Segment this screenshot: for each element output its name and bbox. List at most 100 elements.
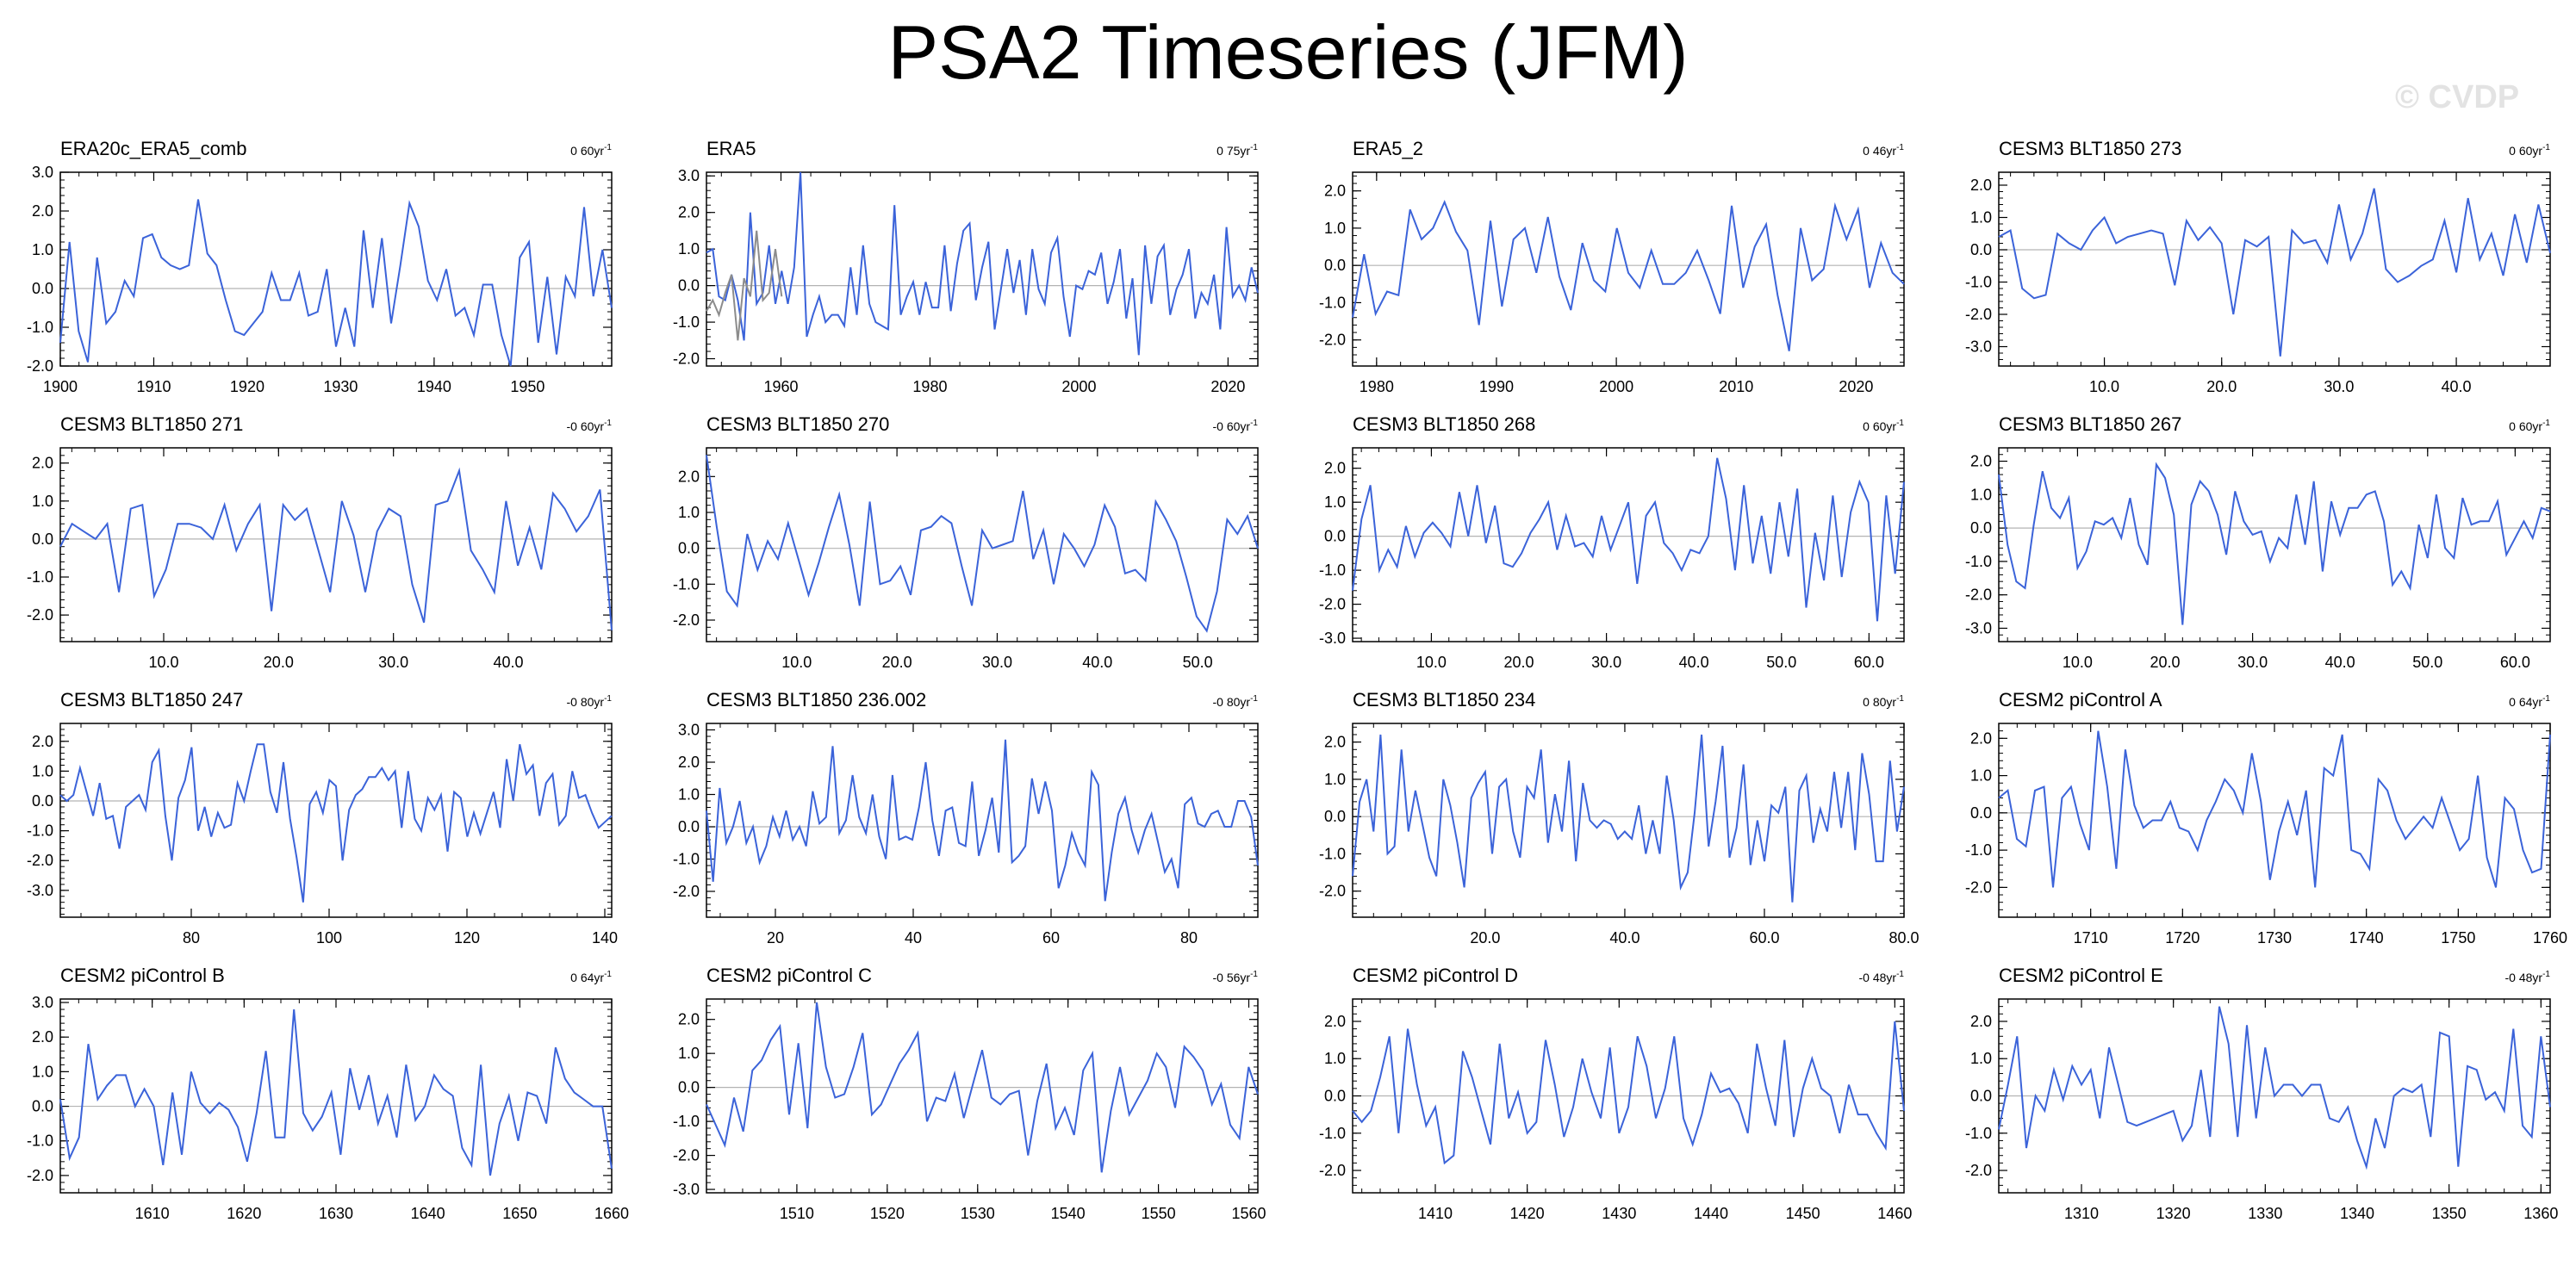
series-line: [59, 1009, 613, 1176]
chart-trend-label: 0 64yr-1: [570, 970, 612, 984]
y-tick-label: -2.0: [1965, 1162, 1992, 1179]
y-tick-label: 2.0: [678, 1011, 700, 1028]
chart-panel: CESM3 BLT1850 234 0 80yr-1 -2.0 -1.0 0.0 1.0 2…: [1319, 689, 1920, 946]
y-tick-label: -2.0: [1319, 1162, 1346, 1179]
chart-trend-label: 0 60yr-1: [2509, 143, 2550, 158]
x-tick-label: 1630: [319, 1205, 353, 1222]
y-tick-label: 2.0: [678, 754, 700, 771]
chart-trend-superscript: -1: [2542, 694, 2550, 704]
y-tick-label: -1.0: [1319, 1125, 1346, 1142]
y-tick-label: 1.0: [678, 786, 700, 804]
series-line: [706, 1002, 1259, 1173]
chart-panel: ERA5_2 0 46yr-1 -2.0 -1.0 0.0 1.0 2.0 1980 1990 2…: [1319, 138, 1905, 395]
plot-frame: [706, 998, 1259, 1194]
chart-title: ERA5: [706, 138, 756, 159]
cvdp-watermark: © CVDP: [2395, 79, 2520, 115]
y-tick-label: 1.0: [1324, 771, 1346, 788]
x-tick-label: 40.0: [493, 654, 523, 671]
series-line: [59, 199, 613, 367]
chart-trend-superscript: -1: [1896, 143, 1904, 152]
x-tick-label: 30.0: [2237, 654, 2268, 671]
y-tick-label: 0.0: [1324, 528, 1346, 545]
x-tick-label: 20.0: [1470, 929, 1500, 946]
x-tick-label: 80.0: [1888, 929, 1919, 946]
x-tick-label: 40.0: [1679, 654, 1709, 671]
x-tick-label: 1450: [1786, 1205, 1820, 1222]
y-tick-label: 2.0: [678, 204, 700, 221]
y-tick-label: 2.0: [32, 455, 53, 472]
x-tick-label: 1360: [2523, 1205, 2558, 1222]
x-tick-label: 1510: [780, 1205, 814, 1222]
x-tick-label: 1550: [1142, 1205, 1176, 1222]
x-tick-label: 1560: [1231, 1205, 1266, 1222]
y-tick-label: -2.0: [673, 351, 700, 368]
chart-panel: CESM3 BLT1850 273 0 60yr-1 -3.0 -2.0 -1.0 0.0…: [1965, 138, 2551, 395]
chart-title: CESM3 BLT1850 247: [60, 689, 243, 711]
x-tick-label: 50.0: [1766, 654, 1796, 671]
chart-panel: CESM3 BLT1850 267 0 60yr-1 -3.0 -2.0 -1.0 0.0…: [1965, 413, 2551, 671]
chart-trend-label: 0 60yr-1: [1863, 419, 1904, 433]
y-tick-label: 1.0: [1324, 493, 1346, 511]
series-line: [1998, 188, 2551, 357]
y-tick-label: 0.0: [32, 531, 53, 548]
chart-trend-label: -0 48yr-1: [1859, 970, 1905, 984]
x-tick-label: 1740: [2349, 929, 2384, 946]
y-tick-label: 2.0: [32, 1028, 53, 1046]
x-tick-label: 1460: [1877, 1205, 1912, 1222]
y-tick-label: 0.0: [1970, 1088, 1992, 1105]
chart-trend-label: 0 80yr-1: [1863, 694, 1904, 709]
chart-panel: CESM2 piControl A 0 64yr-1 -2.0 -1.0 0.0 1.0 2…: [1965, 689, 2567, 946]
plot-frame: [1352, 171, 1905, 367]
plot-frame: [59, 447, 613, 642]
chart-panel: CESM3 BLT1850 247 -0 80yr-1 -3.0 -2.0 -1.0 0.…: [27, 689, 618, 946]
series-line: [1998, 462, 2551, 625]
x-tick-label: 1520: [870, 1205, 905, 1222]
y-tick-label: -1.0: [673, 1113, 700, 1130]
x-tick-label: 2000: [1599, 378, 1633, 395]
y-tick-label: 0.0: [1324, 808, 1346, 825]
y-tick-label: 0.0: [1970, 804, 1992, 822]
chart-title: CESM2 piControl B: [60, 965, 225, 986]
y-tick-label: -1.0: [673, 851, 700, 868]
chart-title: CESM2 piControl A: [1999, 689, 2162, 711]
chart-trend-label: -0 80yr-1: [567, 694, 613, 709]
y-tick-label: -1.0: [27, 319, 53, 336]
chart-trend-label: 0 46yr-1: [1863, 143, 1904, 158]
chart-panel: ERA20c_ERA5_comb 0 60yr-1 -2.0 -1.0 0.0 1.0 2.…: [27, 138, 613, 395]
x-tick-label: 40.0: [1082, 654, 1112, 671]
x-tick-label: 10.0: [781, 654, 812, 671]
y-tick-label: 1.0: [32, 241, 53, 258]
x-tick-label: 140: [592, 929, 618, 946]
y-tick-label: 0.0: [678, 1079, 700, 1096]
chart-trend-superscript: -1: [1250, 419, 1258, 428]
x-tick-label: 1540: [1051, 1205, 1086, 1222]
y-tick-label: 3.0: [678, 167, 700, 184]
chart-title: CESM3 BLT1850 267: [1999, 413, 2181, 435]
series-line: [59, 467, 613, 630]
x-tick-label: 50.0: [1183, 654, 1213, 671]
x-tick-label: 1900: [43, 378, 78, 395]
x-tick-label: 2000: [1061, 378, 1096, 395]
chart-panel: ERA5 0 75yr-1 -2.0 -1.0 0.0 1.0 2.0 3.0 1960 1980…: [673, 138, 1259, 395]
x-tick-label: 10.0: [2063, 654, 2093, 671]
y-tick-label: 2.0: [1324, 460, 1346, 477]
x-tick-label: 20.0: [882, 654, 912, 671]
chart-title: CESM3 BLT1850 234: [1353, 689, 1535, 711]
y-tick-label: 3.0: [678, 722, 700, 739]
x-tick-label: 50.0: [2412, 654, 2442, 671]
y-tick-label: -1.0: [1319, 562, 1346, 579]
series-line: [706, 739, 1259, 902]
x-tick-label: 10.0: [1416, 654, 1447, 671]
x-tick-label: 20.0: [2150, 654, 2180, 671]
chart-panel: CESM2 piControl C -0 56yr-1 -3.0 -2.0 -1.0 0.…: [673, 965, 1266, 1222]
x-tick-label: 1310: [2064, 1205, 2099, 1222]
chart-trend-label: 0 60yr-1: [2509, 419, 2550, 433]
chart-title: CESM3 BLT1850 270: [706, 413, 889, 435]
chart-title: CESM2 piControl D: [1353, 965, 1518, 986]
x-tick-label: 1610: [135, 1205, 170, 1222]
y-tick-label: 1.0: [1970, 1050, 1992, 1067]
x-tick-label: 20.0: [264, 654, 294, 671]
chart-title: ERA20c_ERA5_comb: [60, 138, 246, 159]
y-tick-label: 1.0: [32, 493, 53, 510]
